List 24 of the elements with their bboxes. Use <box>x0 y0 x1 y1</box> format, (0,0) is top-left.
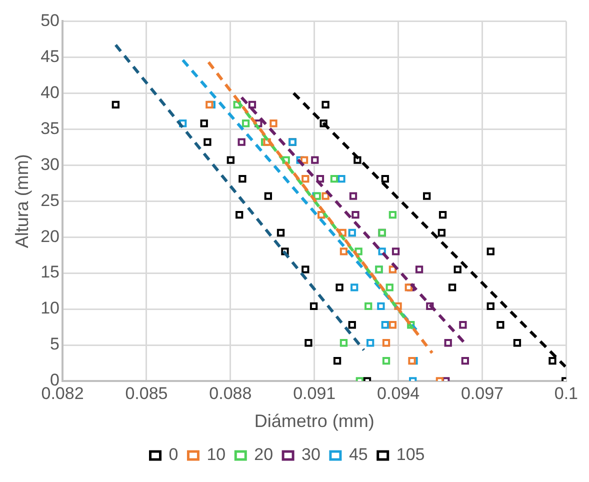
y-tick-label: 15 <box>40 262 60 282</box>
legend-label: 45 <box>348 445 368 464</box>
x-axis-title: Diámetro (mm) <box>254 411 374 432</box>
y-tick-label: 30 <box>40 154 60 174</box>
legend-label: 20 <box>254 445 274 464</box>
y-tick-label: 50 <box>40 10 60 30</box>
x-tick-label: 0.097 <box>460 384 504 403</box>
legend-label: 0 <box>168 445 178 464</box>
y-tick-label: 35 <box>40 118 60 138</box>
x-tick-label: 0.088 <box>209 384 252 403</box>
y-tick-label: 10 <box>40 298 60 318</box>
y-axis-title: Altura (mm) <box>12 154 32 248</box>
y-tick-label: 25 <box>40 190 60 210</box>
y-tick-label: 20 <box>40 226 60 246</box>
legend-label: 105 <box>396 445 425 464</box>
legend-label: 30 <box>302 445 320 464</box>
x-tick-label: 0.085 <box>125 384 168 403</box>
y-tick-label: 45 <box>40 46 60 66</box>
x-tick-label: 0.1 <box>554 384 578 403</box>
legend-label: 10 <box>206 445 226 464</box>
y-tick-label: 40 <box>40 82 60 102</box>
y-tick-label: 5 <box>50 334 60 354</box>
x-tick-label: 0.091 <box>293 384 336 403</box>
x-tick-label: 0.094 <box>377 384 420 403</box>
